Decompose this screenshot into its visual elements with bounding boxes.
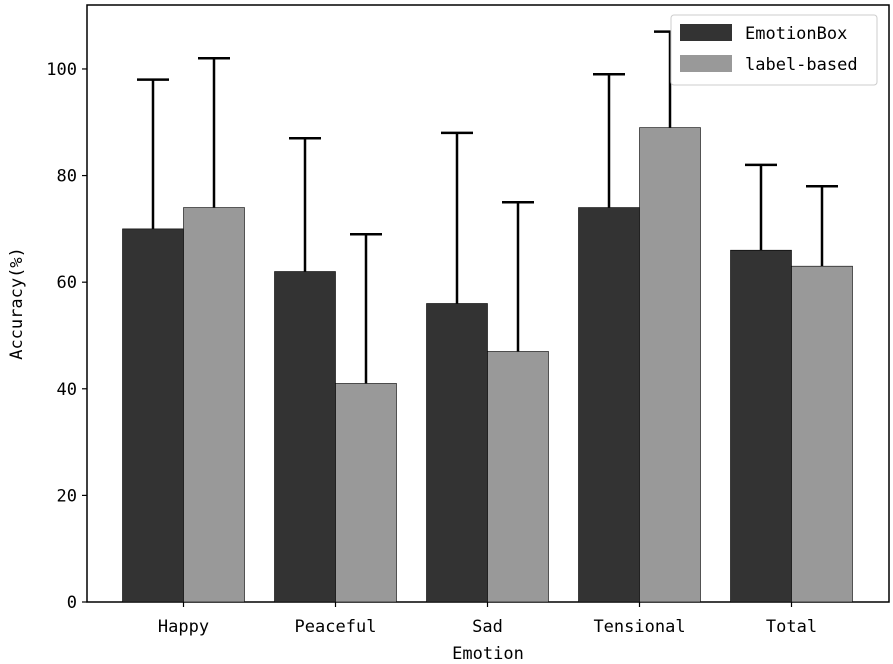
error-bars-layer [137,30,838,384]
y-axis: 0 20 40 60 80 100 [46,60,87,613]
bar-emotionbox-total [730,249,792,603]
bar-emotionbox-sad [426,303,488,603]
y-tick-label-80: 80 [57,167,77,187]
legend-swatch-label-based [680,55,732,72]
bar-emotionbox-happy [122,228,184,603]
x-tick-label-sad: Sad [472,617,503,637]
bar-label-based-happy [183,207,245,603]
bar-label-based-tensional [639,127,701,603]
y-tick-label-60: 60 [57,273,77,293]
y-axis-title: Accuracy(%) [7,247,27,360]
x-tick-label-happy: Happy [158,617,209,637]
legend-swatch-emotionbox [680,24,732,41]
bar-label-based-peaceful [335,383,397,603]
bar-emotionbox-tensional [578,207,640,603]
x-tick-label-tensional: Tensional [593,617,685,637]
bars-layer [122,127,853,603]
bar-emotionbox-peaceful [274,271,336,603]
y-tick-label-0: 0 [67,593,77,613]
x-axis-title: Emotion [452,644,524,664]
legend-label-emotionbox: EmotionBox [745,24,847,44]
x-tick-label-total: Total [766,617,817,637]
y-tick-label-20: 20 [57,486,77,506]
y-tick-label-100: 100 [46,60,77,80]
legend: EmotionBox label-based [670,14,878,86]
bar-label-based-sad [487,351,549,603]
y-tick-label-40: 40 [57,380,77,400]
x-axis: Happy Peaceful Sad Tensional Total [158,602,817,637]
bar-label-based-total [791,265,853,603]
x-tick-label-peaceful: Peaceful [295,617,377,637]
legend-label-label-based: label-based [745,55,858,75]
